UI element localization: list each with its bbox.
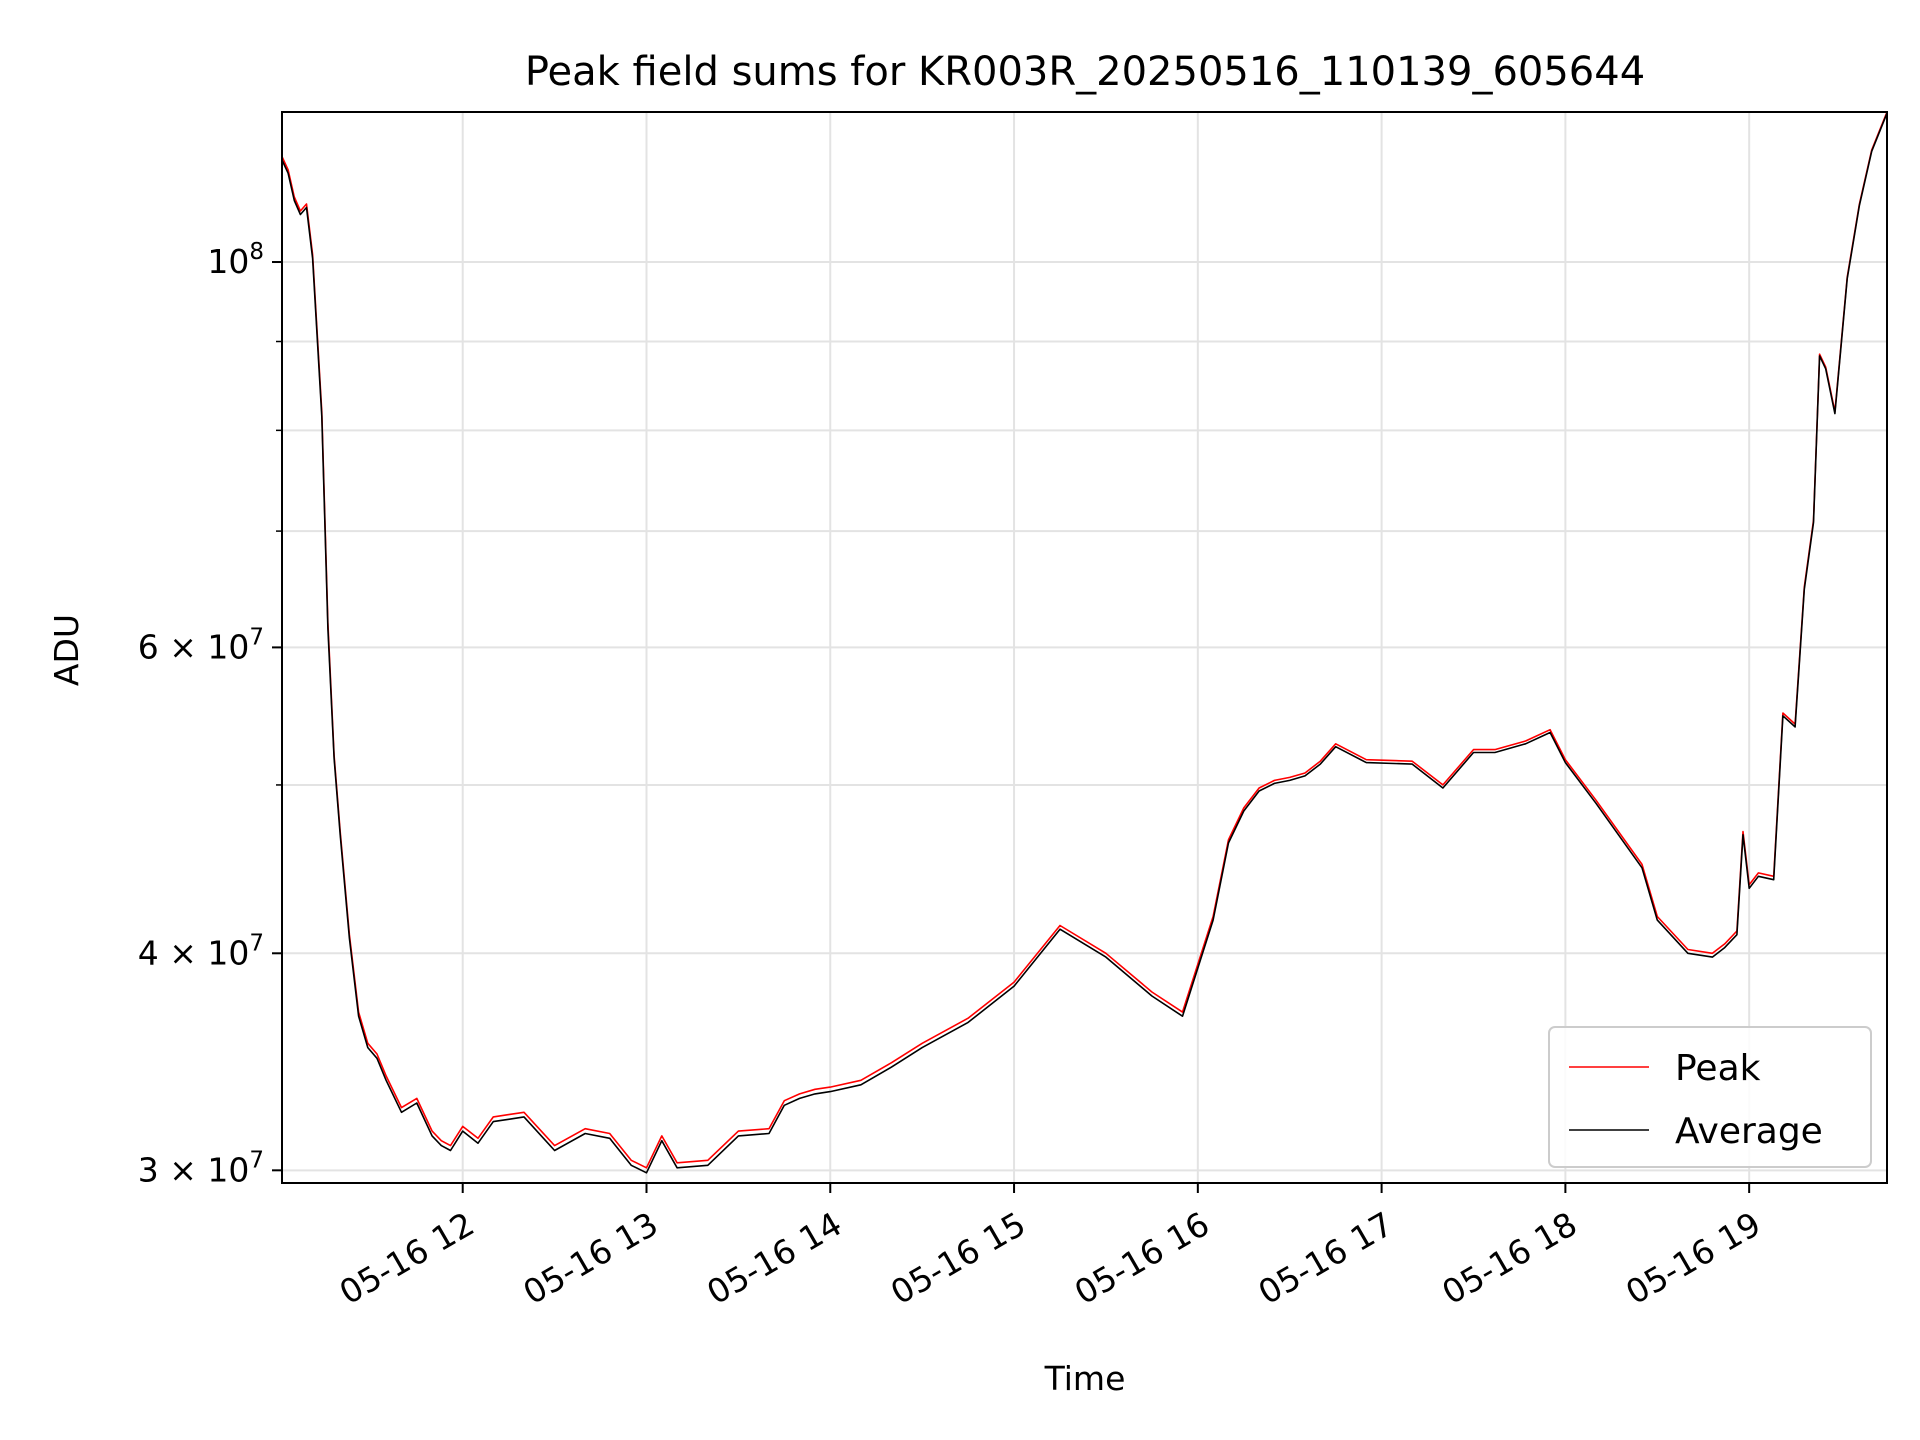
y-axis: 3 × 107 4 × 107 6 × 107 108 xyxy=(138,239,282,1189)
y-tick-label: 3 × 107 xyxy=(138,1147,264,1189)
legend: Peak Average xyxy=(1548,1026,1872,1168)
series-layer xyxy=(282,112,1887,1174)
y-tick-label: 108 xyxy=(207,239,264,281)
y-axis-title: ADU xyxy=(47,614,86,686)
legend-label: Average xyxy=(1675,1111,1823,1152)
grid-lines xyxy=(282,112,1887,1183)
series-line-average xyxy=(282,112,1887,1174)
chart-title: Peak field sums for KR003R_20250516_1101… xyxy=(525,49,1645,95)
x-axis-title: Time xyxy=(1044,1359,1126,1398)
legend-box xyxy=(1548,1026,1872,1168)
y-tick-label: 4 × 107 xyxy=(138,930,264,972)
y-tick-label: 6 × 107 xyxy=(138,624,264,666)
plot-area xyxy=(281,111,1888,1184)
legend-label: Peak xyxy=(1675,1048,1761,1089)
